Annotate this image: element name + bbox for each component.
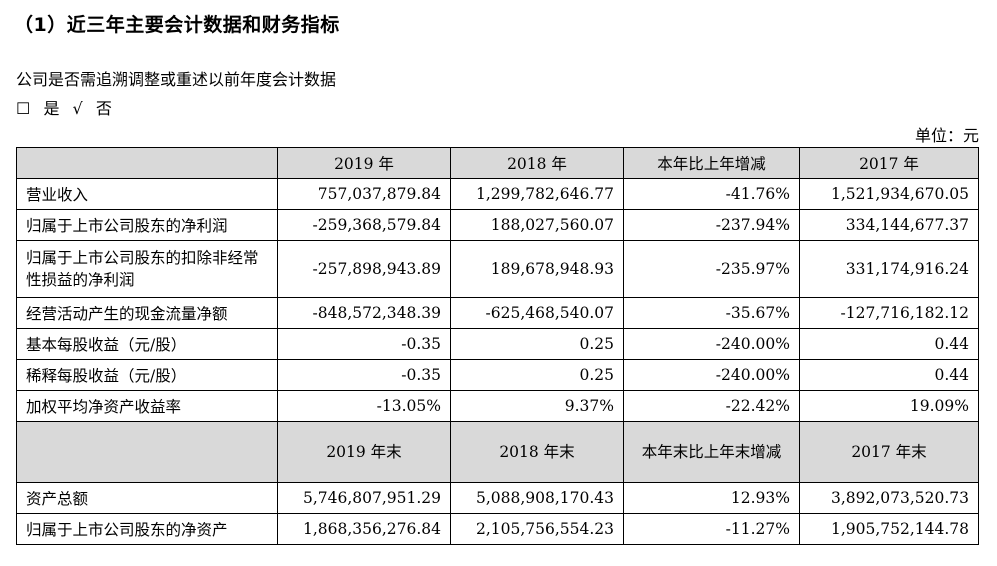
value-cell: 334,144,677.37: [799, 209, 979, 241]
header-cell: [16, 421, 278, 483]
value-cell: -13.05%: [277, 390, 451, 422]
table-row: 归属于上市公司股东的扣除非经常性损益的净利润 -257,898,943.89 1…: [16, 240, 979, 298]
value-cell: -0.35: [277, 328, 451, 360]
row-label: 稀释每股收益（元/股）: [16, 359, 278, 391]
unit-label: 单位：元: [914, 126, 979, 145]
row-label: 营业收入: [16, 178, 278, 210]
value-cell: -41.76%: [623, 178, 800, 210]
unchecked-box-icon: ☐: [16, 99, 31, 118]
row-label: 基本每股收益（元/股）: [16, 328, 278, 360]
table-row: 归属于上市公司股东的净资产 1,868,356,276.84 2,105,756…: [16, 513, 979, 545]
restatement-answer: ☐ 是 √ 否: [16, 95, 120, 119]
value-cell: 2,105,756,554.23: [450, 513, 624, 545]
financial-data-table: 2019 年 2018 年 本年比上年增减 2017 年 营业收入 757,03…: [16, 147, 979, 545]
header-cell: 2018 年末: [450, 421, 624, 483]
value-cell: 0.25: [450, 359, 624, 391]
table-header-row: 2019 年 2018 年 本年比上年增减 2017 年: [16, 147, 979, 179]
header-cell: 2019 年末: [277, 421, 451, 483]
value-cell: -240.00%: [623, 359, 800, 391]
value-cell: 12.93%: [623, 482, 800, 514]
value-cell: -235.97%: [623, 240, 800, 298]
table-subheader-row: 2019 年末 2018 年末 本年末比上年末增减 2017 年末: [16, 421, 979, 483]
answer-yes-label: 是: [43, 99, 60, 118]
value-cell: -22.42%: [623, 390, 800, 422]
value-cell: 5,746,807,951.29: [277, 482, 451, 514]
value-cell: -848,572,348.39: [277, 297, 451, 329]
value-cell: 0.25: [450, 328, 624, 360]
table-row: 营业收入 757,037,879.84 1,299,782,646.77 -41…: [16, 178, 979, 210]
value-cell: -259,368,579.84: [277, 209, 451, 241]
value-cell: -257,898,943.89: [277, 240, 451, 298]
value-cell: 5,088,908,170.43: [450, 482, 624, 514]
value-cell: -240.00%: [623, 328, 800, 360]
value-cell: 0.44: [799, 359, 979, 391]
value-cell: 331,174,916.24: [799, 240, 979, 298]
row-label: 资产总额: [16, 482, 278, 514]
header-cell: 本年比上年增减: [623, 147, 800, 179]
row-label: 加权平均净资产收益率: [16, 390, 278, 422]
row-label: 归属于上市公司股东的扣除非经常性损益的净利润: [16, 240, 278, 298]
value-cell: -625,468,540.07: [450, 297, 624, 329]
value-cell: 189,678,948.93: [450, 240, 624, 298]
table-row: 基本每股收益（元/股） -0.35 0.25 -240.00% 0.44: [16, 328, 979, 360]
value-cell: 1,905,752,144.78: [799, 513, 979, 545]
restatement-question: 公司是否需追溯调整或重述以前年度会计数据: [16, 70, 337, 89]
header-cell: 2017 年: [799, 147, 979, 179]
table-row: 经营活动产生的现金流量净额 -848,572,348.39 -625,468,5…: [16, 297, 979, 329]
header-cell: [16, 147, 278, 179]
value-cell: 757,037,879.84: [277, 178, 451, 210]
value-cell: -35.67%: [623, 297, 800, 329]
value-cell: 3,892,073,520.73: [799, 482, 979, 514]
table-row: 加权平均净资产收益率 -13.05% 9.37% -22.42% 19.09%: [16, 390, 979, 422]
row-label: 归属于上市公司股东的净利润: [16, 209, 278, 241]
check-mark-icon: √: [72, 99, 83, 118]
value-cell: -0.35: [277, 359, 451, 391]
value-cell: 1,521,934,670.05: [799, 178, 979, 210]
value-cell: 9.37%: [450, 390, 624, 422]
table-row: 稀释每股收益（元/股） -0.35 0.25 -240.00% 0.44: [16, 359, 979, 391]
answer-no-label: 否: [95, 99, 112, 118]
value-cell: 0.44: [799, 328, 979, 360]
table-row: 资产总额 5,746,807,951.29 5,088,908,170.43 1…: [16, 482, 979, 514]
value-cell: 19.09%: [799, 390, 979, 422]
header-cell: 2019 年: [277, 147, 451, 179]
value-cell: 188,027,560.07: [450, 209, 624, 241]
value-cell: 1,299,782,646.77: [450, 178, 624, 210]
table-row: 归属于上市公司股东的净利润 -259,368,579.84 188,027,56…: [16, 209, 979, 241]
value-cell: -11.27%: [623, 513, 800, 545]
section-heading: （1）近三年主要会计数据和财务指标: [14, 14, 340, 36]
value-cell: 1,868,356,276.84: [277, 513, 451, 545]
value-cell: -237.94%: [623, 209, 800, 241]
row-label: 归属于上市公司股东的净资产: [16, 513, 278, 545]
header-cell: 本年末比上年末增减: [623, 421, 800, 483]
header-cell: 2018 年: [450, 147, 624, 179]
value-cell: -127,716,182.12: [799, 297, 979, 329]
row-label: 经营活动产生的现金流量净额: [16, 297, 278, 329]
header-cell: 2017 年末: [799, 421, 979, 483]
